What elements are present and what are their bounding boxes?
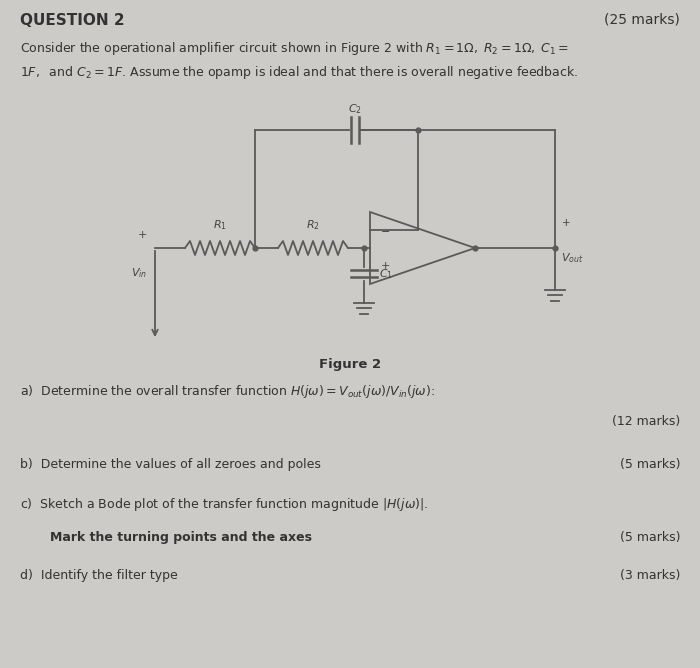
Text: $-$: $-$ xyxy=(380,225,390,235)
Text: $V_{out}$: $V_{out}$ xyxy=(561,251,584,265)
Text: $C_2$: $C_2$ xyxy=(348,102,362,116)
Text: Mark the turning points and the axes: Mark the turning points and the axes xyxy=(50,531,312,544)
Text: d)  Identify the filter type: d) Identify the filter type xyxy=(20,569,178,582)
Text: $+$: $+$ xyxy=(380,261,390,271)
Text: (3 marks): (3 marks) xyxy=(620,569,680,582)
Text: $R_2$: $R_2$ xyxy=(306,218,320,232)
Text: QUESTION 2: QUESTION 2 xyxy=(20,13,125,28)
Text: a)  Determine the overall transfer function $H(j\omega) = V_{out}(j\omega)/V_{in: a) Determine the overall transfer functi… xyxy=(20,383,435,400)
Text: $1F,\;$ and $C_2 = 1F$. Assume the opamp is ideal and that there is overall nega: $1F,\;$ and $C_2 = 1F$. Assume the opamp… xyxy=(20,64,578,81)
Text: $R_1$: $R_1$ xyxy=(213,218,227,232)
Text: (5 marks): (5 marks) xyxy=(620,458,680,471)
Text: $C_1$: $C_1$ xyxy=(379,267,393,281)
Text: $V_{in}$: $V_{in}$ xyxy=(131,266,147,280)
Text: (25 marks): (25 marks) xyxy=(604,13,680,27)
Text: c)  Sketch a Bode plot of the transfer function magnitude $|H(j\omega)|$.: c) Sketch a Bode plot of the transfer fu… xyxy=(20,496,428,513)
Text: $+$: $+$ xyxy=(136,229,147,240)
Text: b)  Determine the values of all zeroes and poles: b) Determine the values of all zeroes an… xyxy=(20,458,321,471)
Text: Consider the operational amplifier circuit shown in Figure 2 with $R_1 = 1\Omega: Consider the operational amplifier circu… xyxy=(20,40,569,57)
Text: (12 marks): (12 marks) xyxy=(612,415,680,428)
Text: Figure 2: Figure 2 xyxy=(319,358,381,371)
Text: (5 marks): (5 marks) xyxy=(620,531,680,544)
Text: $+$: $+$ xyxy=(561,218,570,228)
